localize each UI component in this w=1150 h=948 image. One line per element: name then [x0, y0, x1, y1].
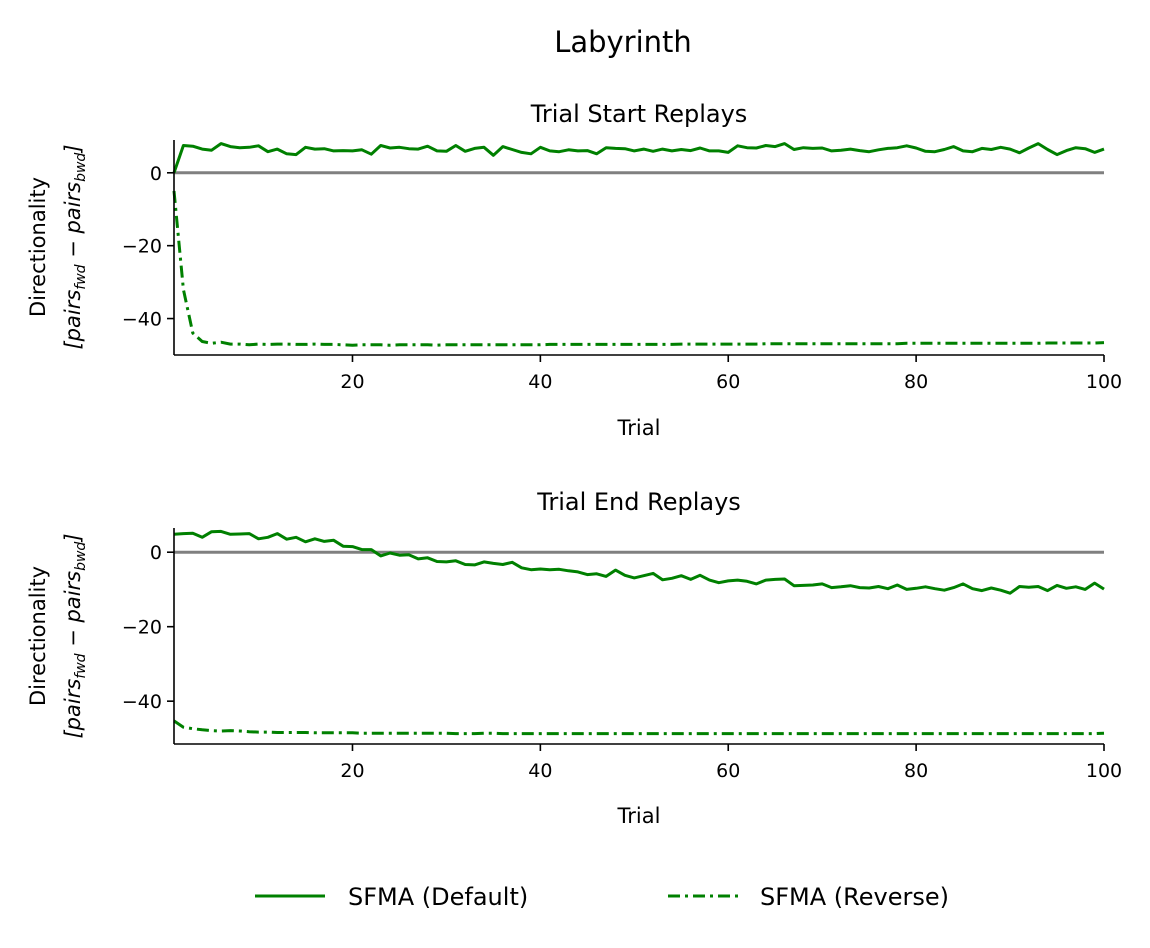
- x-tick-label: 100: [1086, 760, 1122, 782]
- y-axis-label-line2: [pairsfwd − pairsbwd]: [61, 144, 89, 349]
- plot-area: 20 40 60 80 100 0 −20 −40: [122, 140, 1122, 393]
- x-tick-label: 20: [340, 760, 364, 782]
- y-axis-label-line1: Directionality: [26, 177, 50, 317]
- x-tick-label: 60: [716, 760, 740, 782]
- y-tick-label: −20: [122, 236, 162, 258]
- y-axis-label-line2: [pairsfwd − pairsbwd]: [61, 533, 89, 738]
- x-tick-label: 20: [340, 371, 364, 393]
- legend-label: SFMA (Reverse): [760, 883, 949, 911]
- plot-area: 20 40 60 80 100 0 −20 −40: [122, 528, 1122, 782]
- x-axis-label: Trial: [617, 416, 661, 440]
- series-line-reverse: [173, 719, 1105, 736]
- x-tick-label: 60: [716, 371, 740, 393]
- series-line-default: [172, 142, 1105, 174]
- legend-item-default: SFMA (Default): [255, 883, 528, 911]
- x-tick-label: 80: [904, 760, 928, 782]
- panel-trial-start: Trial Start Replays Trial Directionality…: [26, 100, 1122, 440]
- series-line-default: [173, 529, 1105, 595]
- legend: SFMA (Default) SFMA (Reverse): [255, 883, 949, 911]
- x-tick-label: 100: [1086, 371, 1122, 393]
- y-tick-label: 0: [150, 542, 162, 564]
- x-tick-label: 80: [904, 371, 928, 393]
- y-axis-label-line1: Directionality: [26, 566, 50, 706]
- y-tick-label: −40: [122, 691, 162, 713]
- series-line-reverse: [172, 190, 1105, 347]
- figure-title: Labyrinth: [554, 25, 692, 59]
- y-tick-label: −40: [122, 309, 162, 331]
- y-tick-label: 0: [150, 163, 162, 185]
- x-axis-label: Trial: [617, 804, 661, 828]
- y-tick-label: −20: [122, 617, 162, 639]
- x-tick-label: 40: [528, 371, 552, 393]
- legend-label: SFMA (Default): [348, 883, 528, 911]
- panel-title: Trial End Replays: [536, 488, 741, 516]
- x-tick-label: 40: [528, 760, 552, 782]
- legend-item-reverse: SFMA (Reverse): [668, 883, 949, 911]
- panel-trial-end: Trial End Replays Trial Directionality […: [26, 488, 1122, 828]
- panel-title: Trial Start Replays: [530, 100, 748, 128]
